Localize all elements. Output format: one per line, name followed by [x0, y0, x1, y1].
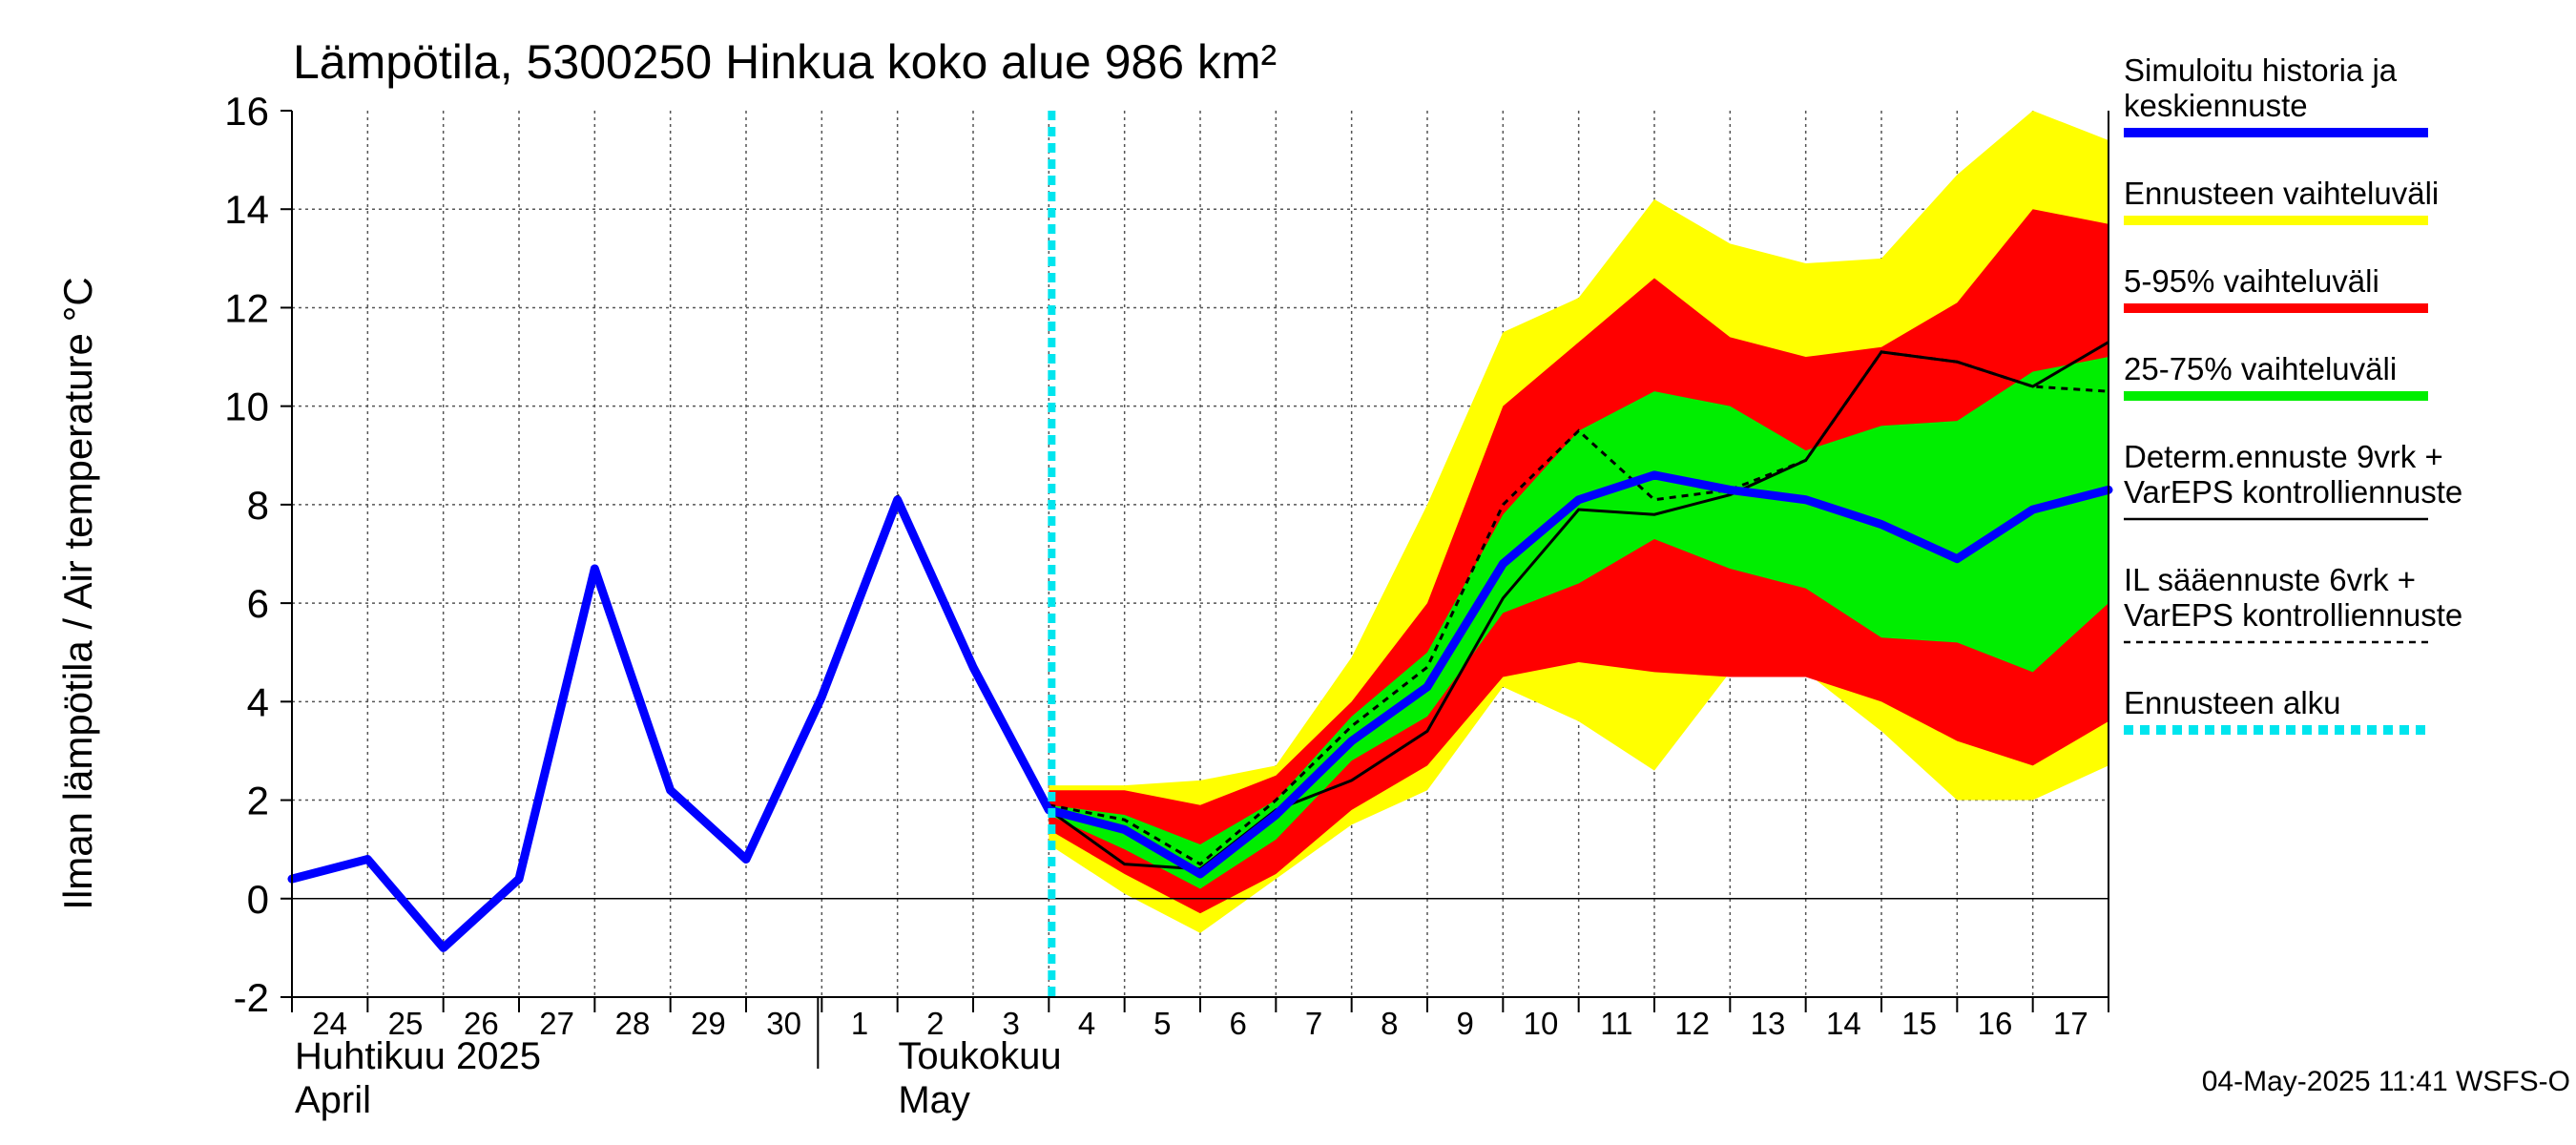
x-tick-label: 11	[1600, 1006, 1632, 1041]
x-tick-label: 26	[464, 1006, 499, 1041]
x-tick-label: 27	[539, 1006, 574, 1041]
y-tick-label: 10	[224, 385, 269, 429]
band-range_25_75	[1049, 357, 2109, 889]
series-il-line	[1049, 350, 2109, 866]
x-tick-label: 10	[1524, 1006, 1559, 1041]
x-tick-label: 30	[766, 1006, 801, 1041]
legend-label-history: Simuloitu historia ja	[2124, 52, 2398, 88]
month-label-fi: Huhtikuu 2025	[295, 1035, 541, 1077]
x-tick-label: 12	[1674, 1006, 1710, 1041]
x-tick-label: 24	[312, 1006, 347, 1041]
month-label-en: April	[295, 1079, 371, 1121]
x-tick-label: 15	[1901, 1006, 1937, 1041]
x-tick-label: 8	[1381, 1006, 1398, 1041]
x-tick-label: 6	[1229, 1006, 1246, 1041]
x-tick-label: 5	[1153, 1006, 1171, 1041]
x-tick-label: 3	[1002, 1006, 1019, 1041]
y-tick-label: 16	[224, 89, 269, 134]
y-axis-label: Ilman lämpötila / Air temperature °C	[55, 277, 100, 909]
legend-label-range_25_75: 25-75% vaihteluväli	[2124, 351, 2397, 386]
plot-area	[287, 111, 2113, 997]
legend-label-il: VarEPS kontrolliennuste	[2124, 597, 2462, 633]
legend-label-range_full: Ennusteen vaihteluväli	[2124, 176, 2439, 211]
y-tick-label: 8	[247, 483, 269, 528]
x-tick-label: 9	[1456, 1006, 1473, 1041]
chart-title: Lämpötila, 5300250 Hinkua koko alue 986 …	[293, 35, 1277, 89]
y-tick-label: 2	[247, 779, 269, 823]
x-tick-label: 29	[691, 1006, 726, 1041]
x-tick-label: 1	[851, 1006, 868, 1041]
month-label-en: May	[898, 1079, 970, 1121]
x-tick-label: 4	[1078, 1006, 1095, 1041]
legend-label-history: keskiennuste	[2124, 88, 2308, 123]
legend-label-range_5_95: 5-95% vaihteluväli	[2124, 263, 2379, 299]
y-tick-label: 14	[224, 187, 269, 232]
series-history-line	[287, 470, 2113, 952]
x-tick-label: 13	[1751, 1006, 1786, 1041]
legend-label-determ: Determ.ennuste 9vrk +	[2124, 439, 2443, 474]
y-tick-label: 12	[224, 285, 269, 330]
y-tick-label: 4	[247, 679, 269, 724]
month-label-fi: Toukokuu	[898, 1035, 1061, 1077]
footer-timestamp: 04-May-2025 11:41 WSFS-O	[2202, 1066, 2570, 1097]
x-tick-label: 25	[388, 1006, 424, 1041]
x-tick-label: 16	[1978, 1006, 2013, 1041]
y-tick-label: 0	[247, 877, 269, 922]
x-tick-label: 14	[1826, 1006, 1861, 1041]
x-tick-label: 7	[1305, 1006, 1322, 1041]
y-tick-label: 6	[247, 581, 269, 626]
x-tick-label: 2	[926, 1006, 944, 1041]
legend-label-il: IL sääennuste 6vrk +	[2124, 562, 2416, 597]
legend-label-determ: VarEPS kontrolliennuste	[2124, 474, 2462, 510]
legend-label-forecast_start: Ennusteen alku	[2124, 685, 2341, 720]
y-tick-label: -2	[234, 975, 269, 1020]
x-tick-label: 17	[2053, 1006, 2088, 1041]
x-tick-label: 28	[615, 1006, 651, 1041]
